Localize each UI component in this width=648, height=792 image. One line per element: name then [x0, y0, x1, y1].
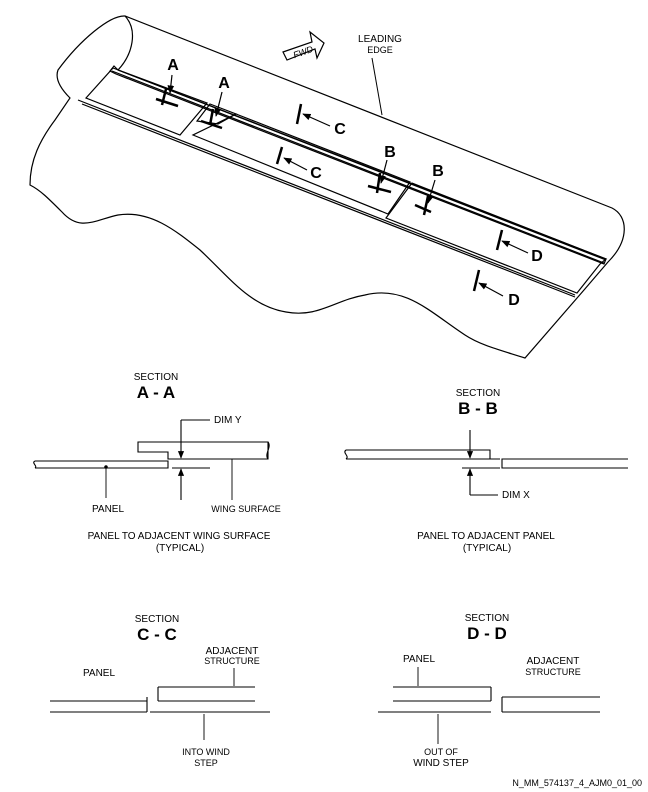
cc-adjacent-1: ADJACENT: [206, 646, 259, 657]
callout-a1: A: [167, 57, 179, 74]
section-bb-word: SECTION: [456, 388, 500, 399]
section-cc-word: SECTION: [135, 614, 179, 625]
callout-d1: D: [531, 248, 543, 265]
cc-panel-label: PANEL: [83, 668, 115, 679]
cut-mark-c1: [295, 103, 303, 125]
callout-a2: A: [218, 75, 230, 92]
dd-adjacent-1: ADJACENT: [527, 656, 580, 667]
wing-outline: [29, 15, 625, 359]
arrow-b2: [426, 179, 436, 204]
wing-plan-view: [29, 15, 625, 359]
arrow-d2: [478, 282, 504, 297]
section-aa-title: A - A: [137, 383, 175, 402]
cut-mark-b2-bar: [414, 203, 432, 214]
inboard-panel: [84, 67, 209, 136]
callout-b1: B: [384, 144, 396, 161]
figure-id: N_MM_574137_4_AJM0_01_00: [512, 778, 642, 788]
cut-mark-d1: [495, 229, 504, 251]
cc-step-1: INTO WIND: [182, 747, 230, 757]
leading-edge-label-1: LEADING: [358, 34, 402, 45]
cut-mark-b2: [422, 195, 430, 216]
section-cc: SECTION C - C PANEL ADJACENT STRUCTURE I…: [50, 614, 270, 768]
arrow-d1: [501, 240, 529, 254]
cut-mark-b1-bar: [367, 184, 392, 194]
cut-marks: [155, 88, 504, 292]
dd-step-2: WIND STEP: [413, 758, 469, 769]
fwd-label: FWD: [292, 44, 315, 61]
callout-d2: D: [508, 292, 520, 309]
dd-panel-label: PANEL: [403, 654, 435, 665]
aa-caption-1: PANEL TO ADJACENT WING SURFACE: [88, 531, 271, 542]
bb-dim-x-label: DIM X: [502, 490, 530, 501]
cc-step-2: STEP: [194, 758, 218, 768]
arrow-c1: [302, 113, 331, 127]
section-cc-title: C - C: [137, 625, 177, 644]
cut-mark-d2: [472, 269, 481, 292]
dd-step-1: OUT OF: [424, 747, 458, 757]
arrow-a2: [214, 91, 223, 117]
callout-c2: C: [310, 165, 322, 182]
leading-edge-leader: [371, 57, 383, 116]
aa-panel-shape: [35, 460, 169, 469]
callout-c1: C: [334, 121, 346, 138]
section-dd-word: SECTION: [465, 613, 509, 624]
arrow-b1: [379, 159, 388, 184]
aa-panel-label: PANEL: [92, 504, 124, 515]
cut-mark-a2-bar: [200, 119, 223, 130]
cc-adjacent-2: STRUCTURE: [204, 656, 260, 666]
cut-mark-c2: [275, 146, 284, 165]
section-aa-word: SECTION: [134, 372, 178, 383]
section-dd: SECTION D - D PANEL ADJACENT STRUCTURE O…: [378, 613, 600, 769]
arrow-a1: [167, 74, 175, 94]
dd-adjacent-2: STRUCTURE: [525, 667, 581, 677]
cut-mark-a2: [208, 108, 215, 126]
bb-left-panel-shape: [346, 449, 491, 460]
aa-dim-y-label: DIM Y: [214, 415, 242, 426]
aa-caption-2: (TYPICAL): [156, 543, 204, 554]
fwd-arrow-icon: FWD: [282, 30, 325, 61]
bb-caption-1: PANEL TO ADJACENT PANEL: [417, 531, 555, 542]
aa-wing-surface-label: WING SURFACE: [211, 504, 281, 514]
bb-caption-2: (TYPICAL): [463, 543, 511, 554]
bb-right-panel-shape: [501, 458, 628, 469]
leading-edge-label-2: EDGE: [367, 45, 393, 55]
section-bb: SECTION B - B DIM X PANEL TO ADJACENT PA…: [344, 388, 628, 554]
aa-wing-surface-shape: [137, 441, 269, 460]
middle-panel: [191, 113, 411, 215]
cut-mark-a1-bar: [155, 97, 179, 108]
small-panel: [195, 103, 238, 125]
section-aa: SECTION A - A DIM Y PANEL WING SURFACE P…: [33, 372, 281, 554]
outboard-panel: [385, 182, 608, 294]
arrow-c2: [283, 157, 308, 171]
callout-b2: B: [432, 163, 444, 180]
section-bb-title: B - B: [458, 399, 498, 418]
section-dd-title: D - D: [467, 624, 507, 643]
